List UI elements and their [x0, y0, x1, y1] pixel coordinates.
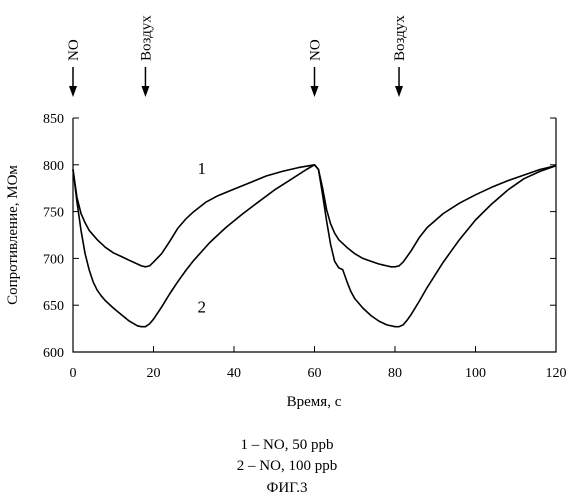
event-label: Воздух	[392, 15, 408, 61]
series-line-1	[73, 165, 556, 267]
x-tick-label: 60	[308, 366, 322, 381]
y-tick-label: 650	[43, 299, 64, 314]
plot-frame	[73, 118, 556, 352]
event-markers: NO Воздух NO Воздух	[66, 15, 408, 97]
x-tick-label: 120	[546, 366, 567, 381]
x-tick-label: 0	[70, 366, 77, 381]
event-label: NO	[308, 39, 324, 61]
caption-series-2: 2 – NO, 100 ppb	[0, 457, 574, 476]
x-tick-label: 80	[388, 366, 402, 381]
event-arrow-head	[311, 86, 319, 97]
y-tick-label: 750	[43, 206, 64, 221]
y-tick-label: 600	[43, 346, 64, 361]
y-tick-label: 800	[43, 159, 64, 174]
x-axis-label: Время, с	[287, 394, 342, 410]
figure-number: ФИГ.3	[0, 479, 574, 498]
x-tick-label: 40	[227, 366, 241, 381]
axes: 600 650 700 750 800 850 0 20 40 60 80 100 120	[43, 112, 567, 381]
event-label: NO	[66, 39, 82, 61]
y-tick-label: 850	[43, 112, 64, 127]
x-tick-label: 100	[465, 366, 486, 381]
plot-area: 12	[73, 159, 556, 327]
x-tick-label: 20	[147, 366, 161, 381]
y-axis-label: Сопротивление, МОм	[5, 165, 21, 305]
event-arrow-head	[141, 86, 149, 97]
event-arrow-head	[69, 86, 77, 97]
series-line-2	[73, 165, 556, 327]
curve-label-2: 2	[198, 298, 207, 317]
y-tick-label: 700	[43, 252, 64, 267]
event-label: Воздух	[138, 15, 154, 61]
event-arrow-head	[395, 86, 403, 97]
caption-series-1: 1 – NO, 50 ppb	[0, 436, 574, 455]
curve-label-1: 1	[198, 159, 207, 178]
